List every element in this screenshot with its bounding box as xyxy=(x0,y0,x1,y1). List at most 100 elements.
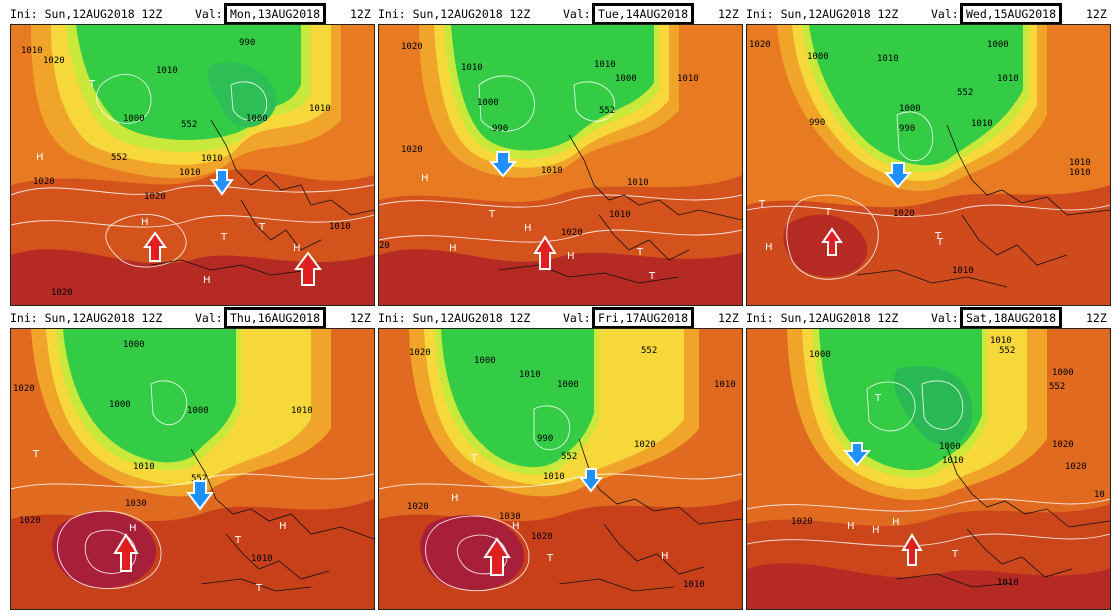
contour-label: 1010 xyxy=(942,456,964,466)
arrow-up-icon xyxy=(113,533,139,572)
contour-label: 10 xyxy=(1094,490,1105,500)
contour-label: 1010 xyxy=(133,462,155,472)
contour-label: 1010 xyxy=(21,46,43,56)
valid-hour: 12Z xyxy=(350,7,371,21)
contour-label: 1010 xyxy=(594,60,616,70)
contour-labels: 1020 1000 1010 990 1010 1000 552 1010 10… xyxy=(379,42,699,251)
valid-label: Val: xyxy=(195,311,223,325)
contour-label: 552 xyxy=(957,88,973,98)
pressure-map: 1020 1000 990 1000 1010 1010 552 1000 99… xyxy=(746,24,1111,306)
contour-label: 1010 xyxy=(519,370,541,380)
arrow-down-icon xyxy=(210,169,234,196)
valid-hour: 12Z xyxy=(1086,7,1107,21)
contour-label: 1010 xyxy=(291,406,313,416)
high-pressure-symbol: H xyxy=(36,152,44,163)
init-time: Ini: Sun,12AUG2018 12Z xyxy=(10,311,163,325)
low-pressure-symbol: T xyxy=(488,209,496,220)
arrow-up-icon xyxy=(533,235,557,270)
low-pressure-symbol: T xyxy=(470,453,478,464)
low-pressure-symbol: T xyxy=(32,449,40,460)
valid-label: Val: xyxy=(195,7,223,21)
contour-label: 990 xyxy=(239,38,255,48)
contour-label: 1010 xyxy=(1069,168,1091,178)
low-pressure-symbol: T xyxy=(234,535,242,546)
contour-label: 990 xyxy=(537,434,553,444)
low-pressure-symbol: T xyxy=(258,222,266,233)
contour-label: 1010 xyxy=(156,66,178,76)
contour-label: 1000 xyxy=(615,74,637,84)
arrow-up-icon xyxy=(821,227,843,256)
contour-label: 1010 xyxy=(251,554,273,564)
contour-label: 1030 xyxy=(125,499,147,509)
arrow-up-icon xyxy=(901,533,923,566)
low-pressure-symbol: T xyxy=(648,271,656,282)
contour-label: 1000 xyxy=(474,356,496,366)
valid-date-highlight: Sat,18AUG2018 xyxy=(960,307,1063,329)
contour-label: 1010 xyxy=(952,266,974,276)
contour-label: 1020 xyxy=(401,145,423,155)
contour-label: 1020 xyxy=(791,517,813,527)
contour-label: 1010 xyxy=(609,210,631,220)
valid-date-highlight: Fri,17AUG2018 xyxy=(592,307,695,329)
arrow-down-icon xyxy=(842,442,872,467)
contour-label: 1000 xyxy=(109,400,131,410)
pressure-map: 1010 1020 990 1010 1000 552 1010 1010 10… xyxy=(10,24,375,306)
forecast-panel-thu: Ini: Sun,12AUG2018 12Z Val: Thu,16AUG201… xyxy=(10,307,375,610)
contour-label: 1010 xyxy=(309,104,331,114)
contour-label: 1010 xyxy=(179,168,201,178)
panel-header: Ini: Sun,12AUG2018 12Z Val: Fri,17AUG201… xyxy=(378,307,743,329)
pressure-map: 1020 1000 1010 990 1010 1000 552 1010 10… xyxy=(378,24,743,306)
contour-label: 1030 xyxy=(499,512,521,522)
panel-header: Ini: Sun,12AUG2018 12Z Val: Wed,15AUG201… xyxy=(746,3,1111,25)
contour-label: 552 xyxy=(999,346,1015,356)
contour-label: 1020 xyxy=(634,440,656,450)
high-pressure-symbol: H xyxy=(421,173,429,184)
panel-header: Ini: Sun,12AUG2018 12Z Val: Sat,18AUG201… xyxy=(746,307,1111,329)
forecast-panel-tue: Ini: Sun,12AUG2018 12Z Val: Tue,14AUG201… xyxy=(378,3,743,306)
low-pressure-symbol: T xyxy=(874,393,882,404)
contour-label: 1010 xyxy=(971,119,993,129)
contour-label: 1020 xyxy=(893,209,915,219)
panel-header: Ini: Sun,12AUG2018 12Z Val: Mon,13AUG201… xyxy=(10,3,375,25)
panel-header: Ini: Sun,12AUG2018 12Z Val: Tue,14AUG201… xyxy=(378,3,743,25)
low-pressure-symbol: T xyxy=(936,237,944,248)
high-pressure-symbol: H xyxy=(279,521,287,532)
contour-labels: 1020 1000 990 1000 1010 1010 552 1000 99… xyxy=(749,40,1091,276)
contour-label: 1010 xyxy=(627,178,649,188)
high-pressure-symbol: H xyxy=(512,521,520,532)
high-pressure-symbol: H xyxy=(892,517,900,528)
valid-date-highlight: Wed,15AUG2018 xyxy=(960,3,1063,25)
contour-label: 1000 xyxy=(187,406,209,416)
valid-label: Val: xyxy=(563,7,591,21)
contour-labels: 1000 1020 1000 1000 1010 1010 552 1030 1… xyxy=(13,340,313,564)
arrow-down-icon xyxy=(488,151,518,178)
contour-label: 1000 xyxy=(123,114,145,124)
arrow-up-icon xyxy=(143,231,167,262)
arrow-up-icon xyxy=(483,537,511,576)
contour-label: 552 xyxy=(561,452,577,462)
contour-labels: 1010 1020 990 1010 1000 552 1010 1010 10… xyxy=(21,38,351,298)
low-pressure-symbol: T xyxy=(220,232,228,243)
contour-label: 1000 xyxy=(899,104,921,114)
low-pressure-symbol: T xyxy=(934,231,942,242)
high-pressure-symbol: H xyxy=(203,275,211,286)
low-pressure-symbol: T xyxy=(546,553,554,564)
pressure-symbols: T T T H T xyxy=(758,199,944,253)
contour-label: 1010 xyxy=(677,74,699,84)
contour-label: 552 xyxy=(641,346,657,356)
high-pressure-symbol: H xyxy=(524,223,532,234)
contour-label: 552 xyxy=(1049,382,1065,392)
arrow-down-icon xyxy=(883,162,913,189)
contour-label: 1020 xyxy=(561,228,583,238)
contour-label: 1010 xyxy=(997,578,1019,588)
contour-label: 552 xyxy=(111,153,127,163)
contour-label: 1020 xyxy=(1065,462,1087,472)
arrow-down-icon xyxy=(578,468,604,493)
contour-label: 1020 xyxy=(749,40,771,50)
low-pressure-symbol: T xyxy=(88,79,96,90)
low-pressure-symbol: T xyxy=(758,199,766,210)
contour-label: 1010 xyxy=(543,472,565,482)
contour-label: 1020 xyxy=(144,192,166,202)
high-pressure-symbol: H xyxy=(661,551,669,562)
contour-label: 552 xyxy=(181,120,197,130)
